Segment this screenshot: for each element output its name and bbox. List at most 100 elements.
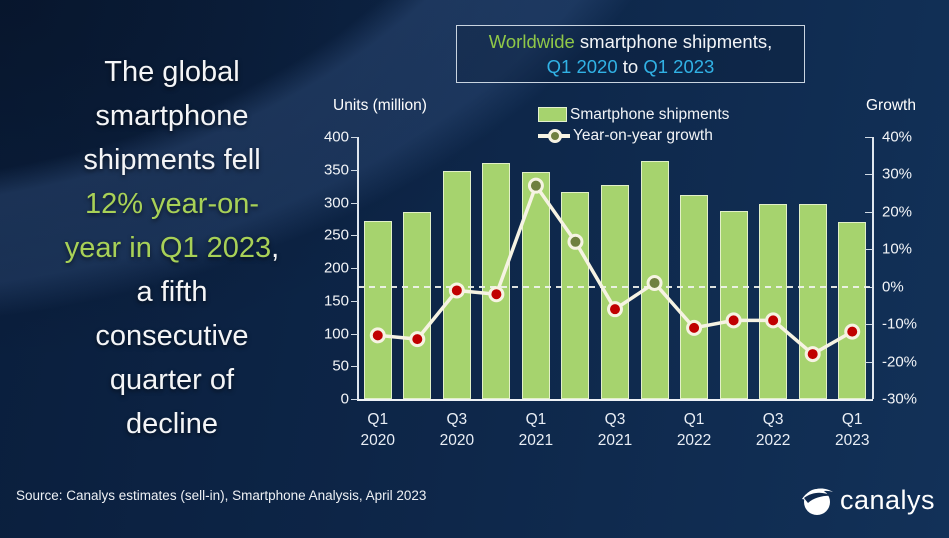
text-segment: smartphone shipments, bbox=[574, 31, 773, 52]
left-axis-tick bbox=[351, 268, 358, 269]
headline-line: shipments fell bbox=[18, 138, 326, 182]
text-segment: decline bbox=[126, 408, 218, 440]
canalys-logo-icon bbox=[801, 488, 833, 515]
bar-q4-2021 bbox=[640, 161, 669, 399]
x-axis-line bbox=[357, 399, 873, 401]
line-marker-icon bbox=[548, 128, 562, 143]
headline-line: a fifth bbox=[18, 270, 326, 314]
right-axis-title: Growth bbox=[866, 97, 916, 114]
legend-label-shipments: Smartphone shipments bbox=[570, 105, 730, 123]
headline-line: consecutive bbox=[18, 314, 326, 358]
bar-q1-2022 bbox=[680, 195, 709, 399]
legend-label-growth: Year-on-year growth bbox=[573, 126, 713, 144]
bar-q3-2022 bbox=[759, 203, 788, 399]
bar-q1-2020 bbox=[363, 220, 392, 399]
left-axis-tick-label: 200 bbox=[323, 259, 349, 277]
left-axis-tick bbox=[351, 137, 358, 138]
left-axis-tick-label: 250 bbox=[323, 226, 349, 244]
canalys-logo-text: canalys bbox=[839, 484, 935, 515]
right-axis-line bbox=[872, 137, 874, 399]
left-axis-tick-label: 50 bbox=[332, 357, 349, 375]
x-axis-label-q1-2021: Q1 2021 bbox=[506, 409, 566, 451]
chart-title-line2: Q1 2020 to Q1 2023 bbox=[457, 54, 804, 79]
bar-q4-2020 bbox=[482, 163, 511, 399]
text-segment: The global bbox=[104, 56, 240, 88]
left-axis-tick bbox=[351, 399, 358, 400]
left-axis-tick-label: 350 bbox=[323, 161, 349, 179]
headline: The global smartphone shipments fell 12% ye… bbox=[18, 50, 326, 446]
right-axis-tick-label: 20% bbox=[882, 203, 913, 221]
x-axis-label-q3-2021: Q3 2021 bbox=[585, 409, 645, 451]
text-segment: to bbox=[617, 56, 644, 77]
left-axis-title: Units (million) bbox=[333, 97, 427, 114]
bar-q3-2021 bbox=[601, 184, 629, 399]
text-segment: shipments fell bbox=[83, 144, 261, 176]
left-axis-tick-label: 300 bbox=[323, 194, 349, 211]
headline-line: smartphone bbox=[18, 94, 326, 138]
bar-q4-2022 bbox=[798, 204, 827, 399]
text-segment: consecutive bbox=[95, 320, 249, 352]
text-segment: quarter of bbox=[109, 364, 235, 396]
x-label-quarter: Q3 bbox=[446, 411, 468, 428]
chart-title-line1: Worldwide smartphone shipments, bbox=[457, 29, 804, 54]
x-axis-label-q3-2020: Q3 2020 bbox=[427, 409, 487, 451]
zero-growth-line bbox=[358, 285, 872, 288]
left-axis-tick-label: 0 bbox=[340, 390, 349, 408]
x-label-year: 2021 bbox=[518, 432, 554, 449]
text-segment: 12% year-on- bbox=[84, 188, 260, 220]
right-axis-tick-label: 10% bbox=[882, 240, 913, 258]
x-label-quarter: Q3 bbox=[762, 411, 784, 428]
x-label-quarter: Q1 bbox=[525, 411, 547, 428]
right-axis-tick bbox=[865, 399, 872, 400]
canalys-logo: canalys bbox=[800, 483, 935, 517]
right-axis-tick-label: 0% bbox=[882, 278, 904, 296]
right-axis-tick-label: -30% bbox=[882, 390, 918, 408]
x-label-year: 2020 bbox=[360, 432, 395, 449]
right-axis-tick-label: -20% bbox=[882, 353, 918, 371]
right-axis-tick bbox=[865, 249, 872, 251]
right-axis-tick-label: 40% bbox=[882, 128, 913, 146]
right-axis-tick bbox=[865, 361, 872, 363]
bar-q2-2022 bbox=[719, 211, 748, 399]
right-axis-tick bbox=[865, 211, 872, 213]
x-label-year: 2020 bbox=[439, 432, 475, 449]
headline-line: decline bbox=[18, 402, 326, 446]
text-segment: , bbox=[271, 232, 280, 264]
x-label-year: 2023 bbox=[834, 432, 870, 449]
bar-series-swatch-icon bbox=[538, 107, 567, 122]
bar-q2-2020 bbox=[403, 212, 432, 399]
headline-line: year in Q1 2023, bbox=[18, 226, 326, 270]
bar-q1-2023 bbox=[838, 222, 867, 399]
text-segment: Worldwide bbox=[488, 31, 575, 52]
right-axis-tick-label: 30% bbox=[882, 165, 913, 183]
left-axis-tick bbox=[351, 202, 358, 204]
legend-item-growth: Year-on-year growth bbox=[538, 125, 729, 146]
chart-title-box: Worldwide smartphone shipments, Q1 2020 … bbox=[456, 25, 805, 83]
legend: Smartphone shipments Year-on-year growth bbox=[538, 104, 729, 146]
left-axis-tick-label: 100 bbox=[323, 325, 349, 342]
right-axis-tick bbox=[865, 174, 872, 176]
right-axis-tick bbox=[865, 324, 872, 326]
line-series-swatch-icon bbox=[538, 128, 570, 143]
x-label-quarter: Q1 bbox=[841, 411, 863, 428]
left-axis-tick bbox=[351, 333, 358, 335]
text-segment: a fifth bbox=[136, 276, 208, 308]
x-label-quarter: Q1 bbox=[683, 411, 705, 428]
left-axis-tick bbox=[351, 235, 358, 237]
right-axis-tick-label: -10% bbox=[882, 315, 918, 333]
text-segment: Q1 2023 bbox=[643, 56, 715, 77]
x-label-year: 2021 bbox=[597, 432, 633, 449]
left-axis-tick bbox=[351, 366, 358, 368]
headline-line: The global bbox=[18, 50, 326, 94]
x-label-quarter: Q1 bbox=[367, 411, 389, 428]
x-label-year: 2022 bbox=[755, 432, 791, 449]
x-axis-label-q1-2022: Q1 2022 bbox=[664, 409, 724, 451]
x-axis-label-q1-2020: Q1 2020 bbox=[348, 409, 408, 451]
left-axis-tick-label: 150 bbox=[323, 292, 349, 310]
legend-item-shipments: Smartphone shipments bbox=[538, 104, 729, 125]
x-axis-label-q3-2022: Q3 2022 bbox=[743, 409, 803, 451]
x-label-quarter: Q3 bbox=[604, 411, 626, 428]
left-axis-tick bbox=[351, 300, 358, 302]
left-axis-tick-label: 400 bbox=[323, 128, 349, 146]
